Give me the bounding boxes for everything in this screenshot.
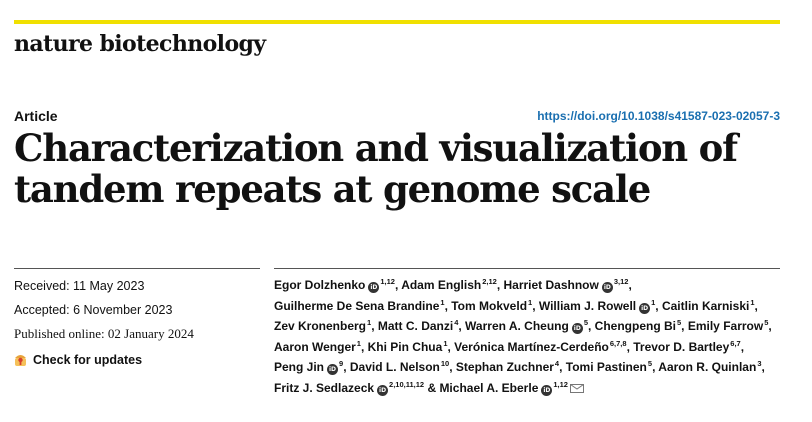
affiliation-superscript: 5 bbox=[647, 359, 653, 368]
author-name[interactable]: Emily Farrow5 bbox=[687, 318, 769, 333]
author-name[interactable]: Tom Mokveld1 bbox=[451, 297, 533, 313]
author-name[interactable]: Trevor D. Bartley6,7 bbox=[633, 338, 741, 354]
author-name[interactable]: Warren A. Cheung iD5 bbox=[465, 318, 588, 334]
orcid-icon[interactable]: iD bbox=[601, 282, 613, 293]
author-name[interactable]: Caitlin Karniski1 bbox=[661, 297, 755, 313]
author-list: Egor Dolzhenko iD1,12, Adam English2,12, … bbox=[274, 277, 772, 396]
author-name[interactable]: Verónica Martínez-Cerdeño6,7,8 bbox=[454, 338, 627, 354]
orcid-icon[interactable]: iD bbox=[377, 384, 389, 396]
title-line-2: tandem repeats at genome scale bbox=[14, 167, 651, 211]
author-name[interactable]: Tomi Pastinen5 bbox=[565, 359, 653, 374]
author-name[interactable]: Aaron Wenger1 bbox=[274, 338, 361, 354]
affiliation-superscript: 1,12 bbox=[380, 277, 395, 286]
author-name[interactable]: William J. Rowell iD1 bbox=[538, 297, 656, 314]
author-name[interactable]: Aaron R. Quinlan3 bbox=[658, 359, 762, 374]
affiliation-superscript: 4 bbox=[454, 318, 459, 327]
journal-accent-bar bbox=[14, 20, 780, 24]
author-name[interactable]: Khi Pin Chua1 bbox=[367, 338, 448, 354]
affiliation-superscript: 2,12 bbox=[482, 277, 497, 286]
author-name[interactable]: Peng Jin iD9 bbox=[274, 359, 344, 375]
orcid-icon[interactable]: iD bbox=[368, 282, 380, 293]
title-line-1: Characterization and visualization of bbox=[14, 126, 738, 170]
check-for-updates-button[interactable]: Check for updates bbox=[14, 348, 194, 372]
author-name[interactable]: Fritz J. Sedlazeck iD2,10,11,12 bbox=[274, 379, 425, 396]
affiliation-superscript: 6,7 bbox=[730, 338, 741, 348]
affiliation-superscript: 1 bbox=[528, 297, 533, 307]
affiliation-superscript: 3 bbox=[757, 359, 762, 368]
affiliation-superscript: 4 bbox=[554, 359, 560, 368]
author-name[interactable]: & Michael A. Eberle iD1,12 bbox=[427, 379, 584, 396]
author-name[interactable]: Guilherme De Sena Brandine1 bbox=[274, 297, 445, 313]
author-name[interactable]: Zev Kronenberg1 bbox=[274, 318, 372, 333]
article-type: Article bbox=[14, 108, 58, 124]
publication-dates: Received: 11 May 2023 Accepted: 6 Novemb… bbox=[14, 276, 194, 372]
author-name[interactable]: Adam English2,12 bbox=[401, 277, 497, 292]
published-date: Published online: 02 January 2024 bbox=[14, 326, 194, 341]
affiliation-superscript: 1 bbox=[651, 297, 656, 307]
check-for-updates-icon bbox=[15, 355, 26, 366]
orcid-icon[interactable]: iD bbox=[639, 302, 651, 314]
affiliation-superscript: 5 bbox=[677, 318, 682, 327]
affiliation-superscript: 5 bbox=[764, 318, 769, 327]
author-name[interactable]: David L. Nelson10 bbox=[349, 359, 450, 374]
orcid-icon[interactable]: iD bbox=[327, 364, 339, 375]
journal-name[interactable]: nature biotechnology bbox=[14, 31, 266, 57]
author-name[interactable]: Matt C. Danzi4 bbox=[377, 318, 459, 333]
affiliation-superscript: 1 bbox=[356, 338, 361, 348]
check-for-updates-label: Check for updates bbox=[33, 353, 143, 367]
affiliation-superscript: 1,12 bbox=[553, 379, 568, 389]
received-date: Received: 11 May 2023 bbox=[14, 279, 145, 293]
article-title: Characterization and visualization of ta… bbox=[14, 128, 774, 210]
doi-link[interactable]: https://doi.org/10.1038/s41587-023-02057… bbox=[537, 109, 780, 123]
author-name[interactable]: Harriet Dashnow iD3,12 bbox=[503, 277, 629, 293]
affiliation-superscript: 1 bbox=[440, 297, 445, 307]
email-icon[interactable] bbox=[569, 383, 584, 393]
affiliation-superscript: 10 bbox=[440, 359, 450, 368]
affiliation-superscript: 6,7,8 bbox=[609, 338, 627, 348]
affiliation-superscript: 1 bbox=[443, 338, 448, 348]
affiliation-superscript: 5 bbox=[583, 318, 588, 327]
divider-right bbox=[274, 268, 780, 269]
orcid-icon[interactable]: iD bbox=[571, 323, 583, 334]
author-name[interactable]: Chengpeng Bi5 bbox=[594, 318, 682, 333]
accepted-date: Accepted: 6 November 2023 bbox=[14, 303, 173, 317]
affiliation-superscript: 3,12 bbox=[613, 277, 629, 286]
author-name[interactable]: Egor Dolzhenko iD1,12 bbox=[274, 277, 395, 293]
affiliation-superscript: 2,10,11,12 bbox=[389, 379, 425, 389]
divider-left bbox=[14, 268, 260, 269]
affiliation-superscript: 1 bbox=[367, 318, 372, 327]
affiliation-superscript: 9 bbox=[339, 359, 344, 368]
orcid-icon[interactable]: iD bbox=[541, 384, 553, 396]
author-name[interactable]: Stephan Zuchner4 bbox=[455, 359, 560, 374]
affiliation-superscript: 1 bbox=[750, 297, 755, 307]
